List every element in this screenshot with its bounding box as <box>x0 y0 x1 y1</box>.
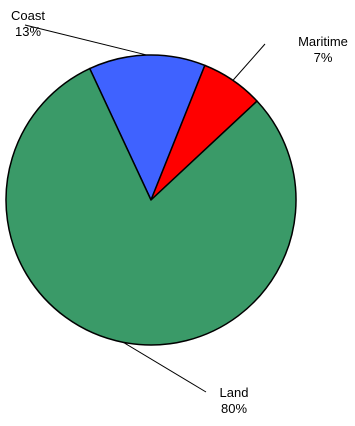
leader-line-coast <box>24 24 148 56</box>
pie-slice-land <box>5 67 297 346</box>
slice-label-land: Land <box>220 385 249 400</box>
slice-value-land: 80% <box>221 401 247 416</box>
leader-lines <box>24 24 266 393</box>
slice-value-coast: 13% <box>15 24 41 39</box>
leader-line-land <box>123 341 207 393</box>
pie-slices <box>5 54 297 346</box>
slice-label-maritime: Maritime <box>298 34 348 49</box>
leader-line-maritime <box>232 43 266 81</box>
pie-slice-coast <box>88 54 206 201</box>
slice-label-coast: Coast <box>11 8 45 23</box>
slice-value-maritime: 7% <box>314 50 333 65</box>
